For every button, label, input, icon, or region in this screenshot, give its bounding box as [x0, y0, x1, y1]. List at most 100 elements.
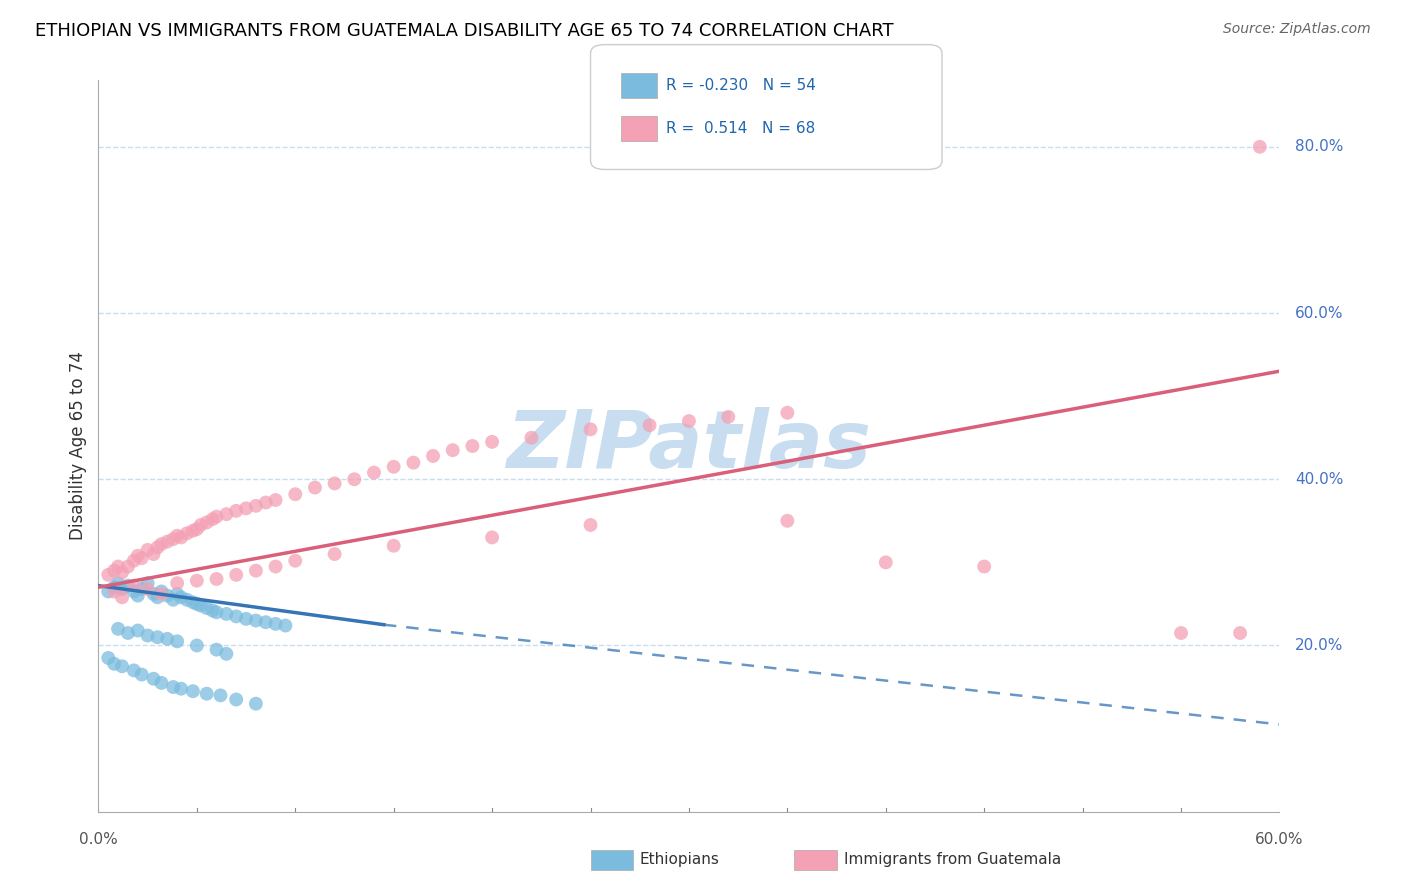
Point	[776, 406, 799, 420]
Point	[122, 554, 145, 568]
Text: 60.0%: 60.0%	[1256, 832, 1303, 847]
Point	[146, 630, 169, 644]
Point	[461, 439, 484, 453]
Point	[111, 659, 134, 673]
Point	[176, 592, 198, 607]
Point	[304, 481, 326, 495]
Point	[441, 443, 464, 458]
Point	[245, 697, 267, 711]
Point	[166, 529, 188, 543]
Point	[1170, 626, 1192, 640]
Point	[122, 579, 145, 593]
Point	[170, 530, 193, 544]
Text: ETHIOPIAN VS IMMIGRANTS FROM GUATEMALA DISABILITY AGE 65 TO 74 CORRELATION CHART: ETHIOPIAN VS IMMIGRANTS FROM GUATEMALA D…	[35, 22, 894, 40]
Point	[181, 524, 204, 538]
Point	[1249, 140, 1271, 154]
Point	[186, 639, 208, 653]
Point	[107, 559, 129, 574]
Point	[103, 564, 125, 578]
Point	[254, 495, 277, 509]
Point	[122, 664, 145, 678]
Point	[111, 566, 134, 580]
Text: 80.0%: 80.0%	[1295, 139, 1344, 154]
Point	[166, 576, 188, 591]
Point	[190, 599, 212, 613]
Point	[264, 493, 287, 508]
Point	[638, 418, 661, 433]
Point	[97, 651, 120, 665]
Point	[162, 592, 184, 607]
Point	[170, 681, 193, 696]
Point	[166, 587, 188, 601]
Point	[343, 472, 366, 486]
Point	[142, 547, 165, 561]
Point	[264, 559, 287, 574]
Point	[215, 647, 238, 661]
Point	[195, 687, 218, 701]
Point	[136, 576, 159, 591]
Point	[186, 574, 208, 588]
Point	[209, 689, 232, 703]
Point	[264, 616, 287, 631]
Point	[225, 609, 247, 624]
Point	[117, 559, 139, 574]
Point	[150, 587, 173, 601]
Point	[131, 551, 153, 566]
Point	[245, 499, 267, 513]
Point	[579, 518, 602, 533]
Point	[103, 584, 125, 599]
Point	[181, 595, 204, 609]
Text: R = -0.230   N = 54: R = -0.230 N = 54	[666, 78, 817, 93]
Point	[215, 607, 238, 621]
Point	[136, 582, 159, 596]
Point	[235, 501, 257, 516]
Point	[245, 564, 267, 578]
Point	[142, 672, 165, 686]
Point	[190, 518, 212, 533]
Point	[186, 522, 208, 536]
Point	[215, 507, 238, 521]
Point	[136, 542, 159, 557]
Point	[97, 584, 120, 599]
Point	[111, 591, 134, 605]
Point	[195, 601, 218, 615]
Point	[205, 642, 228, 657]
Point	[131, 667, 153, 681]
Point	[579, 422, 602, 436]
Point	[422, 449, 444, 463]
Point	[176, 526, 198, 541]
Point	[117, 626, 139, 640]
Point	[274, 618, 297, 632]
Point	[254, 615, 277, 630]
Point	[235, 612, 257, 626]
Point	[150, 584, 173, 599]
Point	[142, 587, 165, 601]
Point	[166, 634, 188, 648]
Point	[205, 572, 228, 586]
Point	[201, 603, 224, 617]
Point	[875, 555, 897, 569]
Text: ZIPatlas: ZIPatlas	[506, 407, 872, 485]
Point	[107, 576, 129, 591]
Point	[162, 680, 184, 694]
Text: 60.0%: 60.0%	[1295, 306, 1344, 320]
Point	[107, 622, 129, 636]
Point	[225, 567, 247, 582]
Point	[146, 591, 169, 605]
Point	[776, 514, 799, 528]
Point	[481, 434, 503, 449]
Point	[156, 534, 179, 549]
Point	[127, 549, 149, 563]
Text: Immigrants from Guatemala: Immigrants from Guatemala	[844, 853, 1062, 867]
Point	[363, 466, 385, 480]
Point	[402, 456, 425, 470]
Point	[122, 584, 145, 599]
Text: Source: ZipAtlas.com: Source: ZipAtlas.com	[1223, 22, 1371, 37]
Point	[97, 567, 120, 582]
Point	[245, 614, 267, 628]
Point	[678, 414, 700, 428]
Point	[170, 591, 193, 605]
Point	[195, 516, 218, 530]
Point	[225, 504, 247, 518]
Text: Ethiopians: Ethiopians	[640, 853, 720, 867]
